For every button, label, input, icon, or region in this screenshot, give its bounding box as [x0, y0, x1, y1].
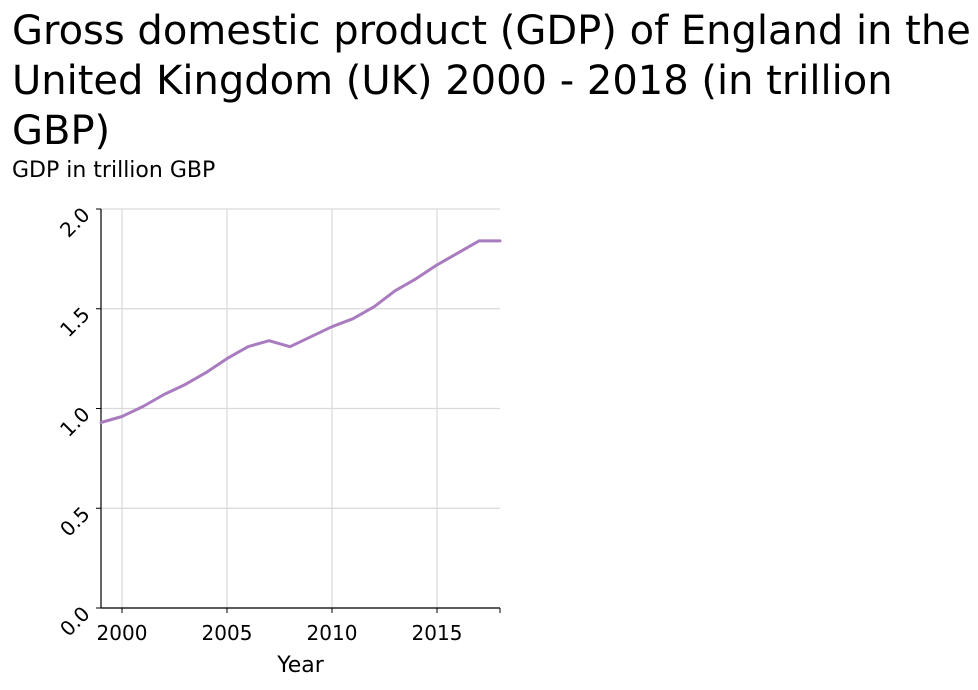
x-tick-label: 2005 [202, 621, 253, 645]
grid-lines [101, 208, 500, 609]
axes [96, 208, 501, 613]
y-tick-label: 0.5 [55, 502, 94, 541]
series-lines [99, 239, 502, 424]
y-tick-label: 0.0 [55, 602, 94, 641]
x-axis-title: Year [276, 653, 325, 678]
x-tick-labels: 2000 2005 2010 2015 [97, 621, 463, 645]
series-line-0 [99, 239, 502, 424]
x-tick-label: 2010 [307, 621, 358, 645]
y-axis-title: GDP in trillion GBP [12, 158, 216, 183]
y-tick-label: 1.0 [55, 402, 94, 441]
x-tick-label: 2015 [412, 621, 463, 645]
y-tick-label: 2.0 [55, 203, 94, 242]
y-tick-label: 1.5 [55, 302, 94, 341]
chart-title: Gross domestic product (GDP) of England … [12, 8, 971, 154]
y-tick-labels: 0.0 0.5 1.0 1.5 2.0 [55, 203, 94, 641]
x-tick-label: 2000 [97, 621, 148, 645]
